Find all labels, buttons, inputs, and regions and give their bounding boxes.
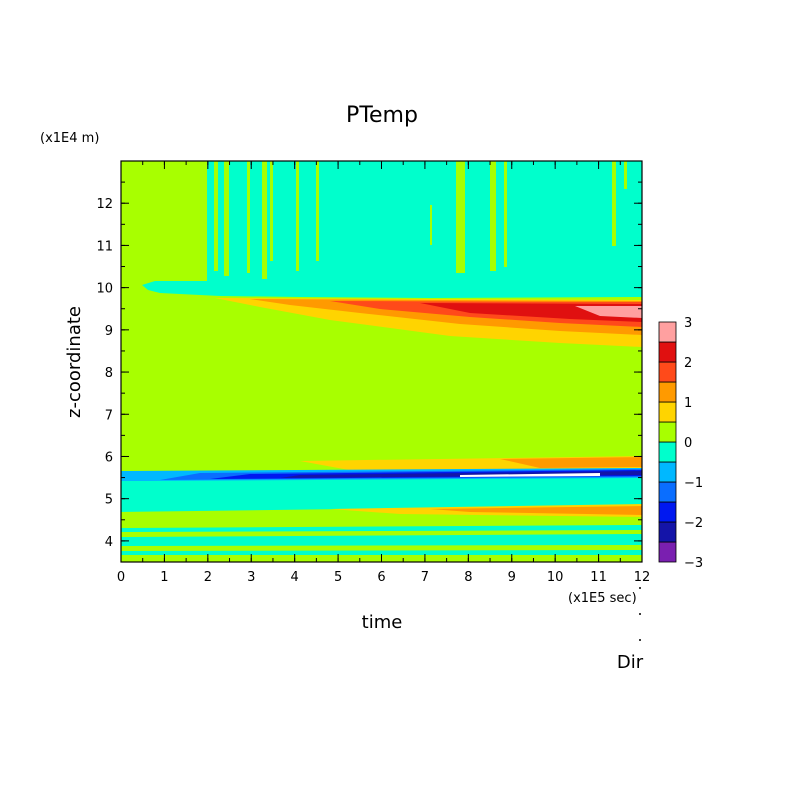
colorbar-swatch: [658, 341, 677, 363]
y-axis-ticks: 4 5 6 7 8 9 10 11 12: [96, 160, 642, 563]
plot-area: [120, 160, 643, 563]
colorbar-swatch: [658, 461, 677, 483]
field-warm-band-5: [575, 306, 642, 318]
colorbar-label: 0: [684, 436, 692, 451]
x-tick-label: 2: [204, 570, 212, 585]
colorbar-label: −2: [684, 516, 703, 531]
colorbar-swatch: [658, 541, 677, 563]
field-cold-band-5: [460, 473, 600, 477]
colorbar-label: 2: [684, 356, 692, 371]
x-axis-ticks: 0 1 2 3 4 5 6 7 8 9 10 11 12: [117, 161, 650, 585]
colorbar-swatch: [658, 501, 677, 523]
dir-marker: [639, 587, 641, 641]
dir-dot-1: [639, 587, 641, 589]
y-tick-label: 11: [96, 239, 113, 254]
colorbar-swatch: [658, 481, 677, 503]
colorbar-label: −1: [684, 476, 703, 491]
colorbar-swatch: [658, 381, 677, 403]
x-tick-label: 12: [634, 570, 651, 585]
x-tick-label: 9: [508, 570, 516, 585]
x-tick-label: 11: [590, 570, 607, 585]
y-tick-label: 5: [105, 493, 113, 508]
x-tick-label: 3: [247, 570, 255, 585]
x-tick-label: 4: [291, 570, 299, 585]
y-tick-label: 7: [105, 408, 113, 423]
x-tick-label: 8: [464, 570, 472, 585]
y-tick-label: 12: [96, 197, 113, 212]
field-lower-band-3: [430, 506, 642, 515]
y-tick-label: 4: [105, 535, 113, 550]
field-cold-band-4: [280, 471, 642, 478]
y-unit-label: (x1E4 m): [40, 131, 99, 146]
chart-title: PTemp: [346, 103, 418, 128]
y-tick-label: 8: [105, 366, 113, 381]
colorbar-swatch: [658, 521, 677, 543]
field-warm-line-core: [500, 457, 642, 468]
colorbar-boxes: [658, 321, 677, 563]
y-tick-label: 10: [96, 282, 113, 297]
colorbar: 3 2 1 0 −1 −2 −3: [658, 316, 703, 571]
colorbar-swatch: [658, 401, 677, 423]
colorbar-label: 1: [684, 396, 692, 411]
colorbar-label: 3: [684, 316, 692, 331]
y-tick-label: 9: [105, 324, 113, 339]
colorbar-label: −3: [684, 556, 703, 571]
dir-dot-3: [639, 639, 641, 641]
colorbar-swatch: [658, 361, 677, 383]
field-lower-band-4: [121, 530, 642, 537]
x-unit-label: (x1E5 sec): [568, 591, 637, 606]
dir-dot-2: [639, 613, 641, 615]
dir-label: Dir: [617, 652, 644, 673]
y-axis-label: z-coordinate: [64, 306, 85, 418]
x-tick-label: 7: [421, 570, 429, 585]
x-axis-label: time: [362, 612, 403, 633]
colorbar-labels: 3 2 1 0 −1 −2 −3: [684, 316, 703, 571]
x-tick-label: 6: [377, 570, 385, 585]
x-tick-label: 10: [547, 570, 564, 585]
field-lower-band-5: [121, 545, 642, 551]
colorbar-swatch: [658, 421, 677, 443]
colorbar-swatch: [658, 321, 677, 343]
x-tick-label: 1: [160, 570, 168, 585]
y-tick-label: 6: [105, 450, 113, 465]
x-tick-label: 5: [334, 570, 342, 585]
field-upper-streaks: [121, 161, 627, 281]
colorbar-swatch: [658, 441, 677, 463]
x-tick-label: 0: [117, 570, 125, 585]
